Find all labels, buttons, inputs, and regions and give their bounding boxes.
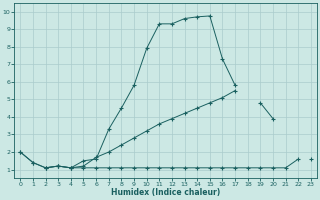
X-axis label: Humidex (Indice chaleur): Humidex (Indice chaleur)	[111, 188, 220, 197]
